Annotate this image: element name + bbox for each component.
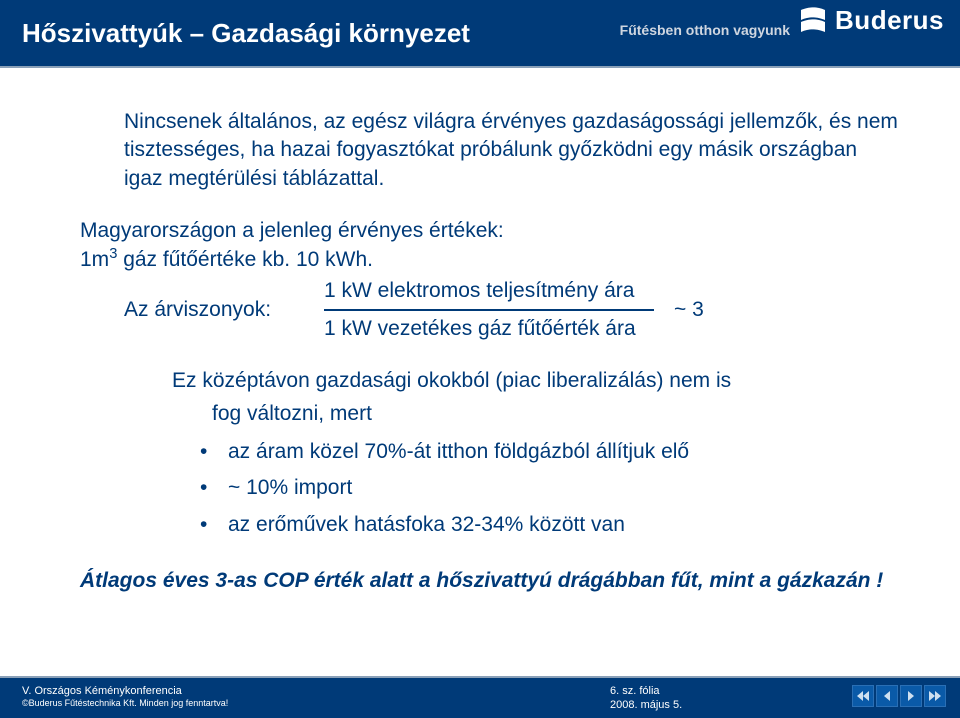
chevron-right-icon bbox=[904, 689, 918, 703]
brand-tagline: Fűtésben otthon vagyunk bbox=[620, 22, 790, 38]
brand-mark-icon bbox=[797, 4, 829, 36]
paragraph-1: Nincsenek általános, az egész világra ér… bbox=[124, 108, 900, 193]
skip-forward-icon bbox=[928, 689, 942, 703]
footer-left: V. Országos Kéménykonferencia ©Buderus F… bbox=[22, 684, 228, 710]
footer-copyright: ©Buderus Fűtéstechnika Kft. Minden jog f… bbox=[22, 698, 228, 710]
nav-next-button[interactable] bbox=[900, 685, 922, 707]
para2-line2: 1m3 gáz fűtőértéke kb. 10 kWh. bbox=[80, 245, 900, 274]
conclusion-text: Átlagos éves 3-as COP érték alatt a hősz… bbox=[80, 567, 900, 595]
para2-line1: Magyarországon a jelenleg érvényes érték… bbox=[80, 217, 900, 245]
bullets-lead-line1: Ez középtávon gazdasági okokból (piac li… bbox=[172, 367, 900, 395]
para2b-pre: 1m bbox=[80, 248, 109, 271]
ratio-result: ~ 3 bbox=[674, 296, 704, 324]
footer-conference: V. Országos Kéménykonferencia bbox=[22, 684, 228, 698]
bullet-text: az erőművek hatásfoka 32-34% között van bbox=[228, 511, 625, 539]
slide-body: Nincsenek általános, az egész világra ér… bbox=[0, 68, 960, 676]
chevron-left-icon bbox=[880, 689, 894, 703]
brand-name: Buderus bbox=[835, 5, 944, 36]
bullet-item: • ~ 10% import bbox=[200, 474, 900, 502]
nav-first-button[interactable] bbox=[852, 685, 874, 707]
slide-nav bbox=[852, 685, 946, 707]
slide-header: Hőszivattyúk – Gazdasági környezet Fűtés… bbox=[0, 0, 960, 68]
ratio-divider bbox=[324, 309, 654, 311]
bullet-text: az áram közel 70%-át itthon földgázból á… bbox=[228, 438, 689, 466]
para2b-post: gáz fűtőértéke kb. 10 kWh. bbox=[117, 248, 373, 271]
slide-title: Hőszivattyúk – Gazdasági környezet bbox=[22, 18, 470, 49]
ratio-fraction: 1 kW elektromos teljesítmény ára 1 kW ve… bbox=[324, 277, 654, 344]
bullet-marker: • bbox=[200, 511, 228, 539]
bullet-block: Ez középtávon gazdasági okokból (piac li… bbox=[200, 367, 900, 539]
bullet-marker: • bbox=[200, 474, 228, 502]
slide: Hőszivattyúk – Gazdasági környezet Fűtés… bbox=[0, 0, 960, 718]
ratio-label: Az árviszonyok: bbox=[124, 296, 324, 324]
paragraph-2: Magyarországon a jelenleg érvényes érték… bbox=[80, 217, 900, 343]
slide-footer: V. Országos Kéménykonferencia ©Buderus F… bbox=[0, 678, 960, 718]
ratio-denominator: 1 kW vezetékes gáz fűtőérték ára bbox=[324, 315, 654, 343]
nav-prev-button[interactable] bbox=[876, 685, 898, 707]
footer-date: 2008. május 5. bbox=[610, 698, 682, 712]
skip-back-icon bbox=[856, 689, 870, 703]
bullet-marker: • bbox=[200, 438, 228, 466]
bullet-item: • az áram közel 70%-át itthon földgázból… bbox=[200, 438, 900, 466]
footer-slide-number: 6. sz. fólia bbox=[610, 684, 682, 698]
ratio-numerator: 1 kW elektromos teljesítmény ára bbox=[324, 277, 654, 305]
footer-center: 6. sz. fólia 2008. május 5. bbox=[610, 684, 682, 713]
nav-last-button[interactable] bbox=[924, 685, 946, 707]
bullet-item: • az erőművek hatásfoka 32-34% között va… bbox=[200, 511, 900, 539]
brand-logo: Buderus bbox=[797, 4, 944, 36]
price-ratio: Az árviszonyok: 1 kW elektromos teljesít… bbox=[124, 277, 900, 344]
bullet-text: ~ 10% import bbox=[228, 474, 352, 502]
bullets-lead-line2: fog változni, mert bbox=[212, 400, 900, 428]
